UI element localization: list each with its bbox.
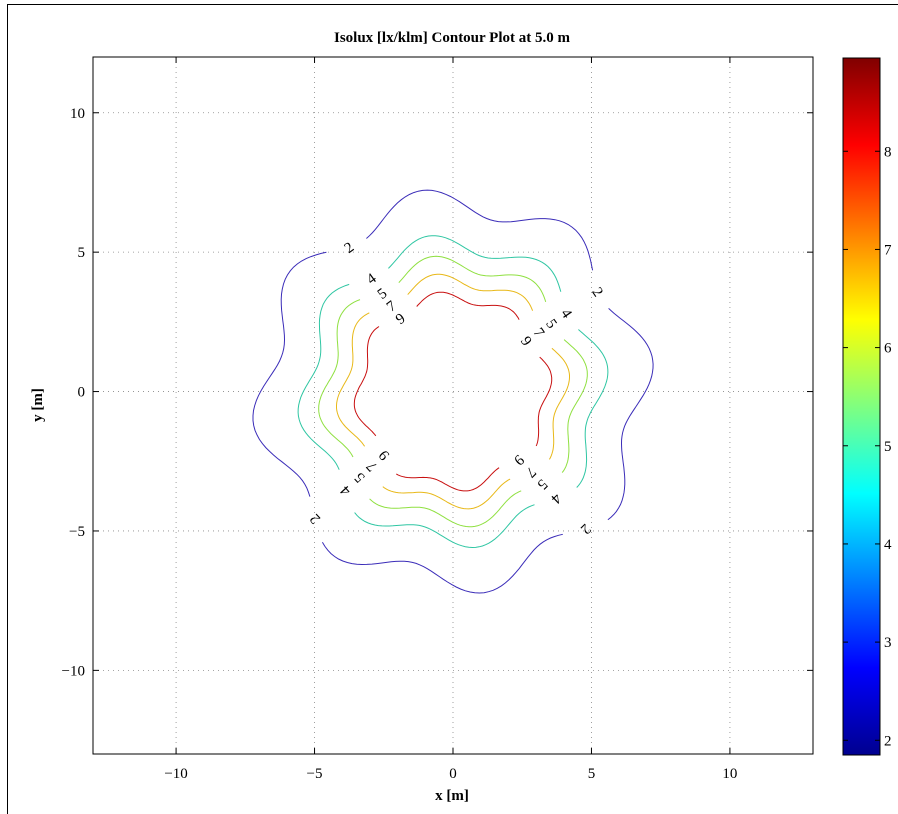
colorbar-tick-label: 3	[884, 635, 892, 651]
axis-ticks: −10 −5 0 5 10 −10 −5 0 5 10	[62, 57, 813, 782]
contour-line-level-2	[607, 308, 654, 521]
contour-line-level-2	[321, 533, 563, 594]
plot-background	[93, 57, 813, 754]
y-tick-label: 0	[78, 385, 86, 401]
x-tick-label: −10	[164, 766, 187, 782]
contour-line-level-5	[369, 490, 522, 528]
contour-line-level-4	[388, 235, 562, 292]
contour-lines	[252, 189, 654, 594]
contour-line-level-5	[318, 299, 361, 458]
x-tick-label: 0	[449, 766, 457, 782]
contour-line-level-4	[297, 283, 350, 470]
contour-line-level-2	[252, 251, 327, 497]
contour-line-level-7	[548, 347, 570, 460]
contour-line-level-7	[382, 478, 511, 510]
x-tick-label: 10	[722, 766, 737, 782]
colorbar-ticks: 2 3 4 5 6 7 8	[843, 144, 892, 749]
contour-line-level-7	[407, 273, 534, 311]
contour-line-level-5	[398, 255, 547, 303]
figure-border-top	[7, 4, 898, 5]
contour-line-level-2	[366, 189, 594, 271]
colorbar-tick-label: 2	[884, 733, 892, 749]
contour-line-level-7	[336, 312, 370, 447]
colorbar-tick-label: 6	[884, 341, 892, 357]
contour-line-level-4	[576, 329, 609, 488]
grid-lines	[93, 57, 813, 754]
colorbar-gradient	[842, 57, 881, 756]
y-tick-label: 10	[70, 106, 85, 122]
x-tick-label: −5	[307, 766, 323, 782]
contour-line-level-4	[354, 504, 535, 549]
colorbar-tick-label: 7	[884, 242, 892, 258]
contour-line-level-5	[561, 339, 588, 473]
colorbar-tick-label: 4	[884, 537, 892, 553]
colorbar: 2 3 4 5 6 7 8	[842, 57, 892, 756]
contour-line-level-9	[535, 356, 553, 447]
figure-border-left	[7, 4, 8, 814]
y-tick-label: 5	[78, 245, 86, 261]
colorbar-tick-label: 5	[884, 439, 892, 455]
y-axis-label: y [m]	[30, 388, 46, 422]
contour-line-level-9	[353, 326, 380, 437]
colorbar-tick-label: 8	[884, 144, 892, 160]
chart-title: Isolux [lx/klm] Contour Plot at 5.0 m	[334, 30, 570, 46]
x-tick-label: 5	[588, 766, 596, 782]
x-axis-label: x [m]	[435, 788, 469, 804]
y-tick-label: −5	[69, 524, 85, 540]
contour-line-level-9	[416, 291, 520, 320]
contour-line-level-9	[396, 467, 500, 492]
y-tick-label: −10	[62, 663, 85, 679]
